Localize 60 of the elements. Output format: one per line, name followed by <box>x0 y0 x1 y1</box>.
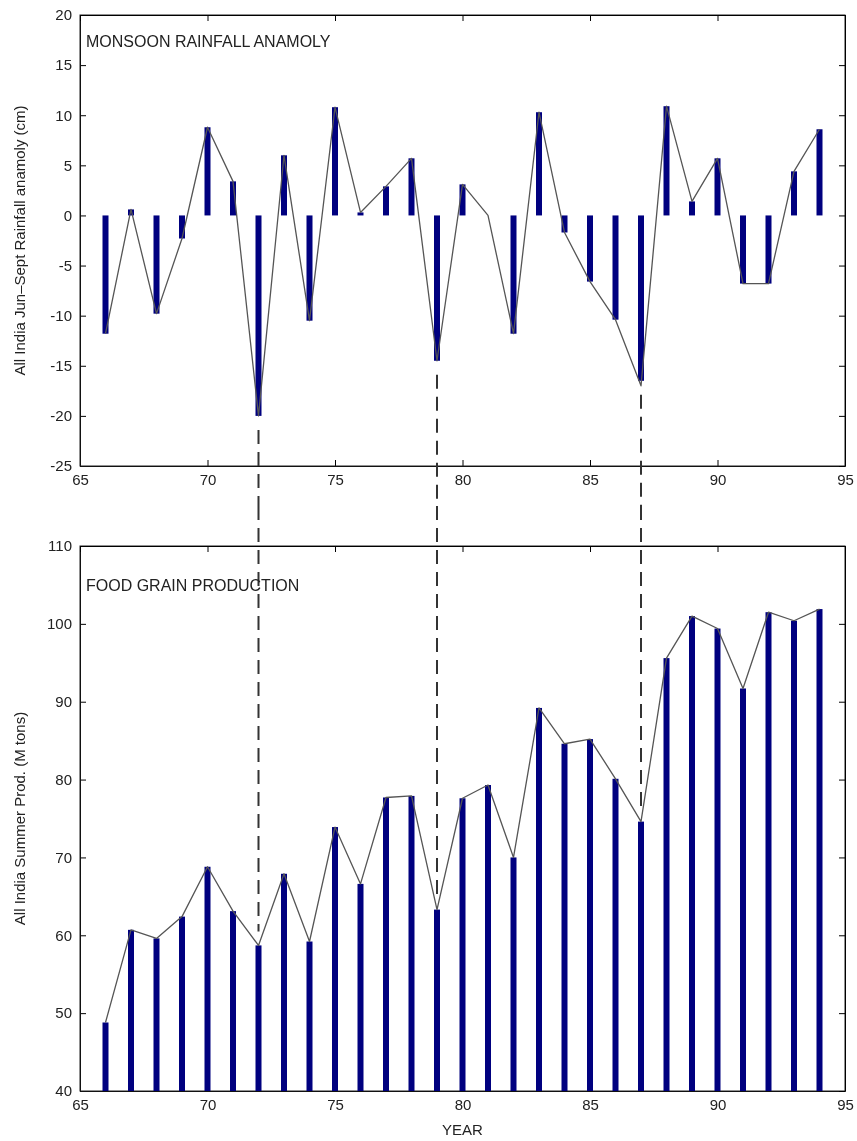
x-tick-label: 80 <box>454 470 472 488</box>
bar <box>765 215 772 284</box>
bar <box>255 215 262 416</box>
text: FOOD GRAIN PRODUCTION <box>86 577 300 594</box>
y-tick-label: 110 <box>48 537 72 555</box>
x-tick-label: 70 <box>199 1095 217 1113</box>
bar <box>434 215 440 361</box>
x-tick-label: 65 <box>72 1095 89 1113</box>
bar <box>638 215 644 381</box>
y-tick-label: -25 <box>50 457 72 475</box>
y-tick-label: 90 <box>55 693 72 711</box>
y-tick-label: 15 <box>55 56 72 74</box>
y-tick-label: 60 <box>55 926 72 944</box>
y-axis-title: All India Summer Prod. (M tons) <box>11 711 28 926</box>
y-axis-title: All India Jun–Sept Rainfall anamoly (cm) <box>11 105 28 376</box>
x-tick-label: 85 <box>582 470 599 488</box>
bar <box>204 127 211 216</box>
bar <box>510 215 517 334</box>
x-tick-label: 85 <box>582 1095 599 1113</box>
x-tick-label: 90 <box>709 470 727 488</box>
bar <box>791 171 797 216</box>
y-tick-label: -15 <box>50 357 72 375</box>
y-tick-label: 5 <box>63 156 72 174</box>
line-series <box>104 608 821 1024</box>
y-tick-label: -5 <box>58 256 72 274</box>
bar <box>383 186 389 216</box>
bar <box>153 215 160 314</box>
y-tick-label: 10 <box>55 106 72 124</box>
x-tick-label: 80 <box>454 1095 472 1113</box>
bar <box>612 215 619 320</box>
x-tick-label: 70 <box>199 470 217 488</box>
bar <box>332 107 338 216</box>
line-series <box>104 105 821 417</box>
bar <box>587 215 593 282</box>
bar <box>714 158 721 216</box>
y-tick-label: 0 <box>63 206 72 224</box>
bar <box>816 129 823 216</box>
y-tick-label: -10 <box>50 306 72 324</box>
x-tick-label: 75 <box>327 470 344 488</box>
y-tick-label: 70 <box>55 848 72 866</box>
y-tick-label: 100 <box>46 615 72 633</box>
y-tick-label: 50 <box>55 1004 72 1022</box>
x-tick-label: 90 <box>709 1095 727 1113</box>
x-axis-title: YEAR <box>442 1121 484 1138</box>
bar <box>689 201 695 216</box>
bar <box>536 112 542 216</box>
x-tick-label: 75 <box>327 1095 344 1113</box>
x-tick-label: 95 <box>837 470 854 488</box>
y-tick-label: 80 <box>55 770 72 788</box>
bar <box>740 215 746 284</box>
bar <box>663 106 670 216</box>
bar <box>306 215 313 321</box>
y-tick-label: -20 <box>50 407 72 425</box>
text: MONSOON RAINFALL ANAMOLY <box>86 33 331 50</box>
bar <box>357 212 364 216</box>
x-tick-label: 65 <box>72 470 89 488</box>
x-tick-label: 95 <box>837 1095 854 1113</box>
y-tick-label: 40 <box>55 1082 72 1100</box>
bar <box>102 215 109 334</box>
y-tick-label: 20 <box>55 6 72 24</box>
